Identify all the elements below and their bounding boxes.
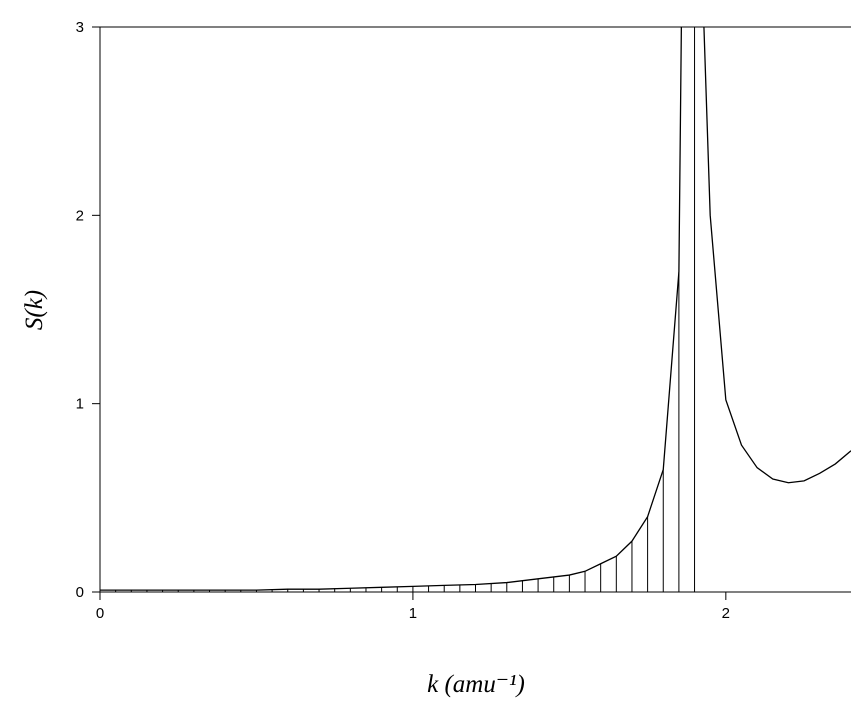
curve xyxy=(100,27,851,591)
y-tick-label: 0 xyxy=(76,584,84,601)
x-tick-label: 0 xyxy=(96,605,104,622)
x-axis-label: k (amu⁻¹) xyxy=(427,671,525,698)
x-tick-label: 2 xyxy=(722,605,730,622)
y-tick-label: 1 xyxy=(76,396,84,413)
y-tick-label: 2 xyxy=(76,207,84,224)
y-axis-label: S(k) xyxy=(21,290,48,330)
x-tick-label: 1 xyxy=(409,605,417,622)
plot-area xyxy=(100,27,851,592)
y-tick-label: 3 xyxy=(76,19,84,36)
